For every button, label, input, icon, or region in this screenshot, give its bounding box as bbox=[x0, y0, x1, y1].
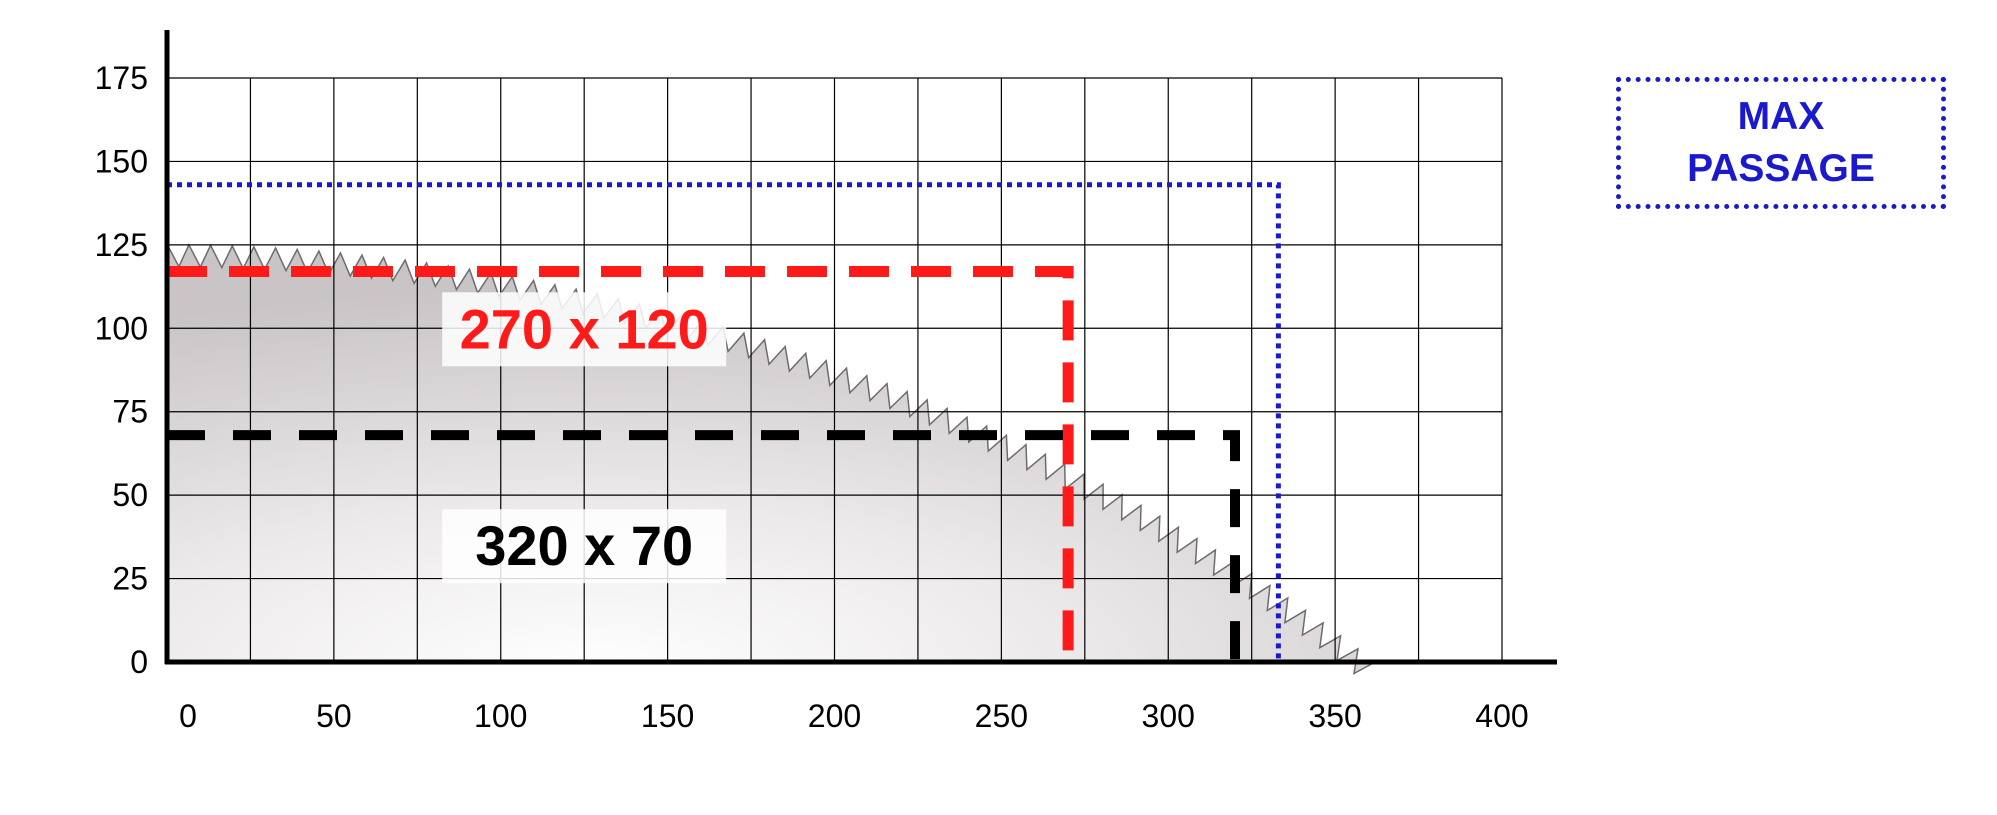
y-tick-label: 75 bbox=[112, 394, 148, 430]
saw-blade bbox=[166, 243, 1376, 675]
y-tick-label: 25 bbox=[112, 561, 148, 597]
x-tick-label: 150 bbox=[641, 698, 694, 734]
x-tick-label: 0 bbox=[179, 698, 197, 734]
capacity-regions: 270 x 120 320 x 70 bbox=[167, 182, 1281, 662]
grid bbox=[166, 77, 1503, 663]
region-outline-2 bbox=[167, 430, 1240, 662]
region-outline-1 bbox=[167, 266, 1074, 662]
x-tick-label: 100 bbox=[474, 698, 527, 734]
region-label-bg-2 bbox=[442, 509, 727, 584]
tick-labels: 0 50 100 150 200 250 300 350 400 0 25 50 75 100 125 150… bbox=[95, 60, 1529, 734]
y-tick-label: 100 bbox=[95, 310, 148, 346]
x-tick-label: 250 bbox=[975, 698, 1028, 734]
y-tick-label: 50 bbox=[112, 477, 148, 513]
region-outline-3 bbox=[167, 182, 1281, 662]
region-label-2: 320 x 70 bbox=[475, 514, 693, 577]
x-tick-label: 50 bbox=[316, 698, 352, 734]
legend-line-2: PASSAGE bbox=[1687, 147, 1875, 190]
axes bbox=[164, 30, 1557, 665]
y-tick-label: 125 bbox=[95, 227, 148, 263]
region-label-1: 270 x 120 bbox=[460, 297, 709, 360]
x-tick-label: 350 bbox=[1308, 698, 1361, 734]
x-tick-label: 200 bbox=[808, 698, 861, 734]
legend-max-passage: MAX PASSAGE bbox=[1616, 77, 1946, 209]
x-tick-label: 400 bbox=[1475, 698, 1528, 734]
saw-blade-shape bbox=[166, 243, 1376, 675]
y-tick-label: 150 bbox=[95, 143, 148, 179]
region-label-bg-1 bbox=[442, 292, 727, 367]
y-tick-label: 175 bbox=[95, 60, 148, 96]
y-tick-label: 0 bbox=[130, 644, 148, 680]
legend-line-1: MAX bbox=[1737, 95, 1825, 138]
x-tick-label: 300 bbox=[1142, 698, 1195, 734]
